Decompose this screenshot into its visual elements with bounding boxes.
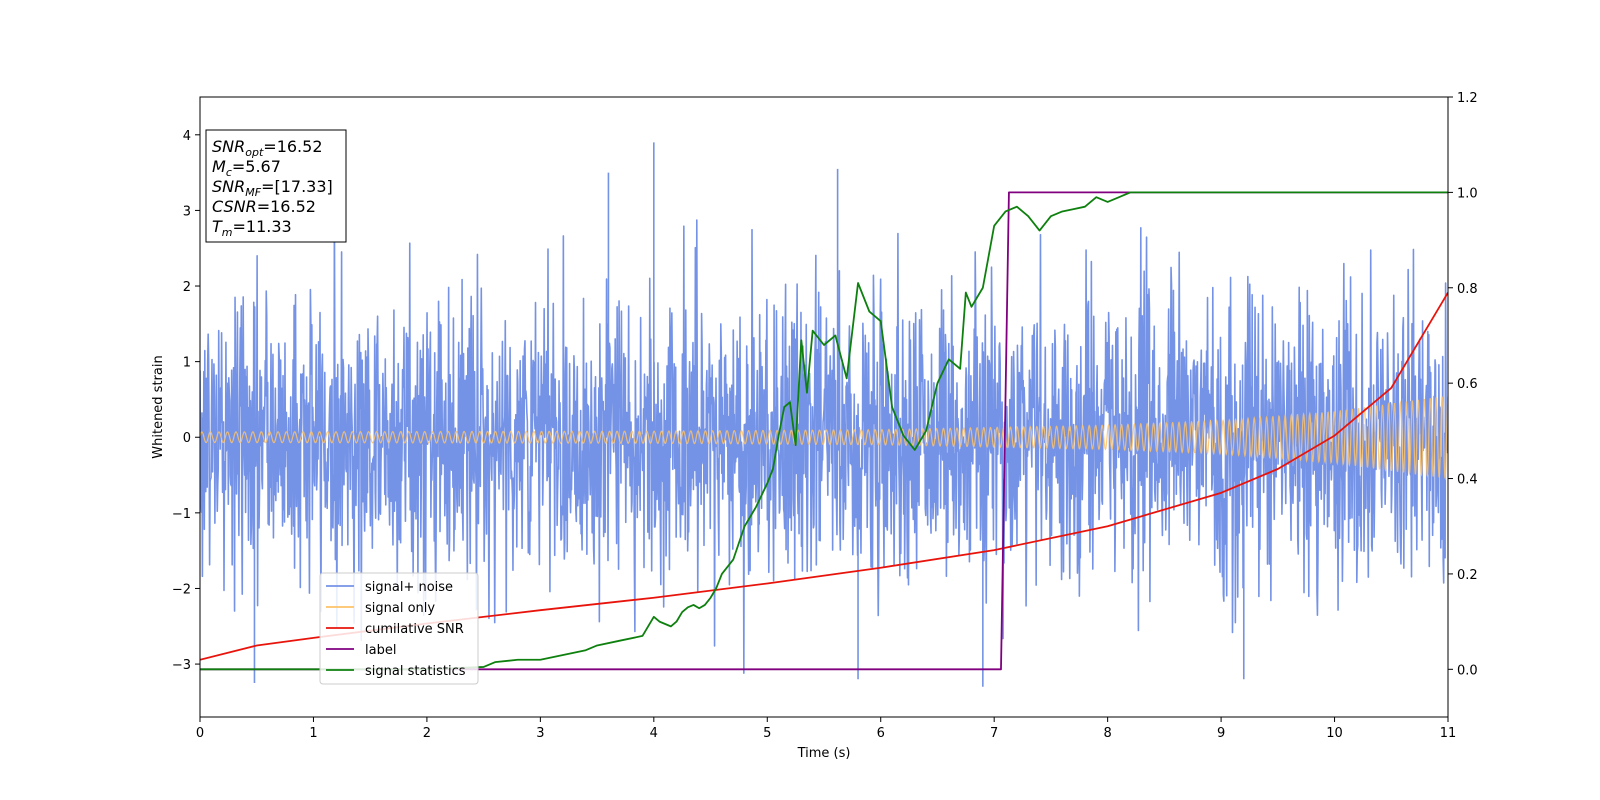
y-axis-right: 0.0 0.2 0.4 0.6 0.8 1.0 1.2 xyxy=(1448,91,1478,678)
y-left-tick-label: 1 xyxy=(183,356,191,371)
legend-frame xyxy=(319,572,479,685)
legend-label: label xyxy=(365,643,396,658)
y-right-tick-label: 0.4 xyxy=(1457,473,1478,488)
info-box: SNRopt=16.52Mc=5.67SNRMF=[17.33]CSNR=16.… xyxy=(205,129,347,243)
x-tick-label: 2 xyxy=(423,726,431,741)
x-tick-label: 4 xyxy=(650,726,658,741)
x-tick-label: 0 xyxy=(196,726,204,741)
legend-label: cumilative SNR xyxy=(365,622,464,637)
series-signal-statistics xyxy=(200,191,1448,671)
x-tick-label: 6 xyxy=(877,726,885,741)
y-left-tick-label: 4 xyxy=(183,129,191,144)
info-box-line: Mc=5.67 xyxy=(212,157,281,179)
legend-label: signal+ noise xyxy=(365,580,453,595)
legend: signal+ noise signal only cumilative SNR la… xyxy=(319,572,479,685)
x-axis-label: Time (s) xyxy=(797,746,851,761)
y-left-tick-label: −2 xyxy=(172,582,191,597)
y-left-tick-label: 2 xyxy=(183,280,191,295)
x-axis: 0 1 2 3 4 5 6 7 8 9 10 11 xyxy=(196,717,1456,741)
y-left-tick-label: −3 xyxy=(172,658,191,673)
plot-frame xyxy=(199,96,1449,718)
y-right-tick-label: 0.6 xyxy=(1457,377,1478,392)
series-signal-only xyxy=(200,395,1448,481)
y-axis-left: −3 −2 −1 0 1 2 3 4 xyxy=(172,129,200,673)
y-left-tick-label: 3 xyxy=(183,204,191,219)
x-tick-label: 5 xyxy=(763,726,771,741)
x-tick-label: 3 xyxy=(536,726,544,741)
y-right-tick-label: 0.0 xyxy=(1457,663,1478,678)
y-left-tick-label: 0 xyxy=(183,431,191,446)
info-box-frame xyxy=(205,129,347,243)
info-box-line: CSNR=16.52 xyxy=(212,197,316,216)
y-left-tick-label: −1 xyxy=(172,507,191,522)
info-box-line: Tm=11.33 xyxy=(212,217,292,239)
info-box-line: SNRMF=[17.33] xyxy=(212,177,333,199)
x-tick-label: 9 xyxy=(1217,726,1225,741)
series-signal-noise xyxy=(200,142,1448,687)
x-tick-label: 10 xyxy=(1326,726,1343,741)
y-axis-label: Whitened strain xyxy=(151,355,166,458)
x-tick-label: 11 xyxy=(1440,726,1457,741)
y-right-tick-label: 1.2 xyxy=(1457,91,1478,106)
legend-label: signal statistics xyxy=(365,664,466,679)
y-right-tick-label: 0.8 xyxy=(1457,282,1478,297)
legend-label: signal only xyxy=(365,601,435,616)
y-right-tick-label: 0.2 xyxy=(1457,568,1478,583)
series-layer xyxy=(200,142,1448,687)
y-right-tick-label: 1.0 xyxy=(1457,186,1478,201)
x-tick-label: 8 xyxy=(1103,726,1111,741)
x-tick-label: 7 xyxy=(990,726,998,741)
info-box-line: SNRopt=16.52 xyxy=(212,137,323,159)
x-tick-label: 1 xyxy=(309,726,317,741)
